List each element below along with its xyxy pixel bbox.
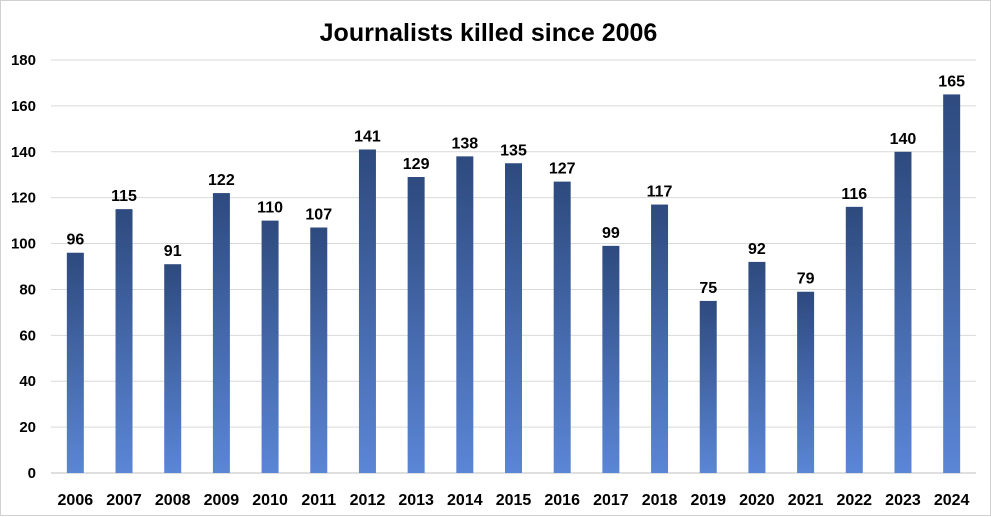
data-label-2018: 117 [647,184,673,201]
data-label-2013: 129 [403,156,430,173]
bar-2015 [505,163,522,473]
x-tick-label-2016: 2016 [544,492,580,509]
x-tick-label-2007: 2007 [106,492,142,509]
bar-2007 [115,209,133,473]
data-labels: 96 115 91 122 110 107 141 129 138 135 127 99 117 75 92… [66,73,965,297]
bar-2021 [797,291,815,473]
data-label-2012: 141 [354,128,381,145]
y-tick-label: 100 [11,236,36,253]
data-label-2023: 140 [890,131,917,148]
x-axis-tick-labels: 2006 2007 2008 2009 2010 2011 2012 2013 2014 2015… [58,492,970,509]
bar-2009 [212,193,230,474]
data-label-2020: 92 [748,241,766,258]
bar-2017 [602,245,620,473]
data-label-2021: 79 [797,271,815,288]
bar-2022 [845,206,863,473]
bar-2013 [407,177,425,473]
y-tick-label: 0 [28,465,36,482]
y-tick-label: 120 [11,190,36,207]
bar-2023 [894,151,912,473]
x-tick-label-2020: 2020 [739,492,775,509]
data-label-2014: 138 [451,135,478,152]
bar-2020 [748,261,766,473]
x-tick-label-2009: 2009 [204,492,240,509]
bar-2010 [261,220,279,473]
x-tick-label-2014: 2014 [447,492,483,509]
x-tick-label-2023: 2023 [885,492,921,509]
data-label-2019: 75 [699,280,717,297]
bar-2019 [699,300,717,473]
data-label-2008: 91 [164,243,182,260]
y-tick-label: 140 [11,144,36,161]
bar-2011 [310,227,328,473]
data-label-2007: 115 [111,188,137,205]
bar-2006 [66,252,84,473]
data-label-2016: 127 [549,161,576,178]
x-tick-label-2022: 2022 [836,492,872,509]
y-tick-label: 80 [19,281,36,298]
x-tick-label-2011: 2011 [301,492,336,509]
x-tick-label-2012: 2012 [350,492,386,509]
data-label-2011: 107 [305,206,332,223]
data-label-2006: 96 [66,232,84,249]
x-tick-label-2018: 2018 [642,492,678,509]
bar-2008 [164,264,182,473]
data-label-2015: 135 [500,142,527,159]
x-tick-label-2017: 2017 [593,492,629,509]
x-tick-label-2008: 2008 [155,492,191,509]
bar-2018 [651,204,669,474]
bars [66,94,961,474]
y-tick-label: 40 [19,373,36,390]
bar-2016 [553,181,571,473]
data-label-2024: 165 [938,73,965,90]
data-label-2017: 99 [602,225,620,242]
x-tick-label-2006: 2006 [58,492,94,509]
x-tick-label-2024: 2024 [934,492,970,509]
y-axis-tick-labels: 0 20 40 60 80 100 120 140 160 180 [11,52,36,482]
x-tick-label-2010: 2010 [252,492,288,509]
y-tick-label: 160 [11,98,36,115]
y-tick-label: 20 [19,419,36,436]
bar-2024 [943,94,961,474]
x-tick-label-2021: 2021 [788,492,824,509]
bar-2014 [456,156,474,473]
chart-title: Journalists killed since 2006 [319,19,658,47]
bar-2012 [358,149,376,473]
x-tick-label-2013: 2013 [398,492,434,509]
x-tick-label-2015: 2015 [496,492,532,509]
y-tick-label: 60 [19,327,36,344]
data-label-2010: 110 [257,200,283,217]
y-tick-label: 180 [11,52,36,69]
data-label-2022: 116 [841,186,867,203]
data-label-2009: 122 [208,172,235,189]
x-tick-label-2019: 2019 [690,492,726,509]
